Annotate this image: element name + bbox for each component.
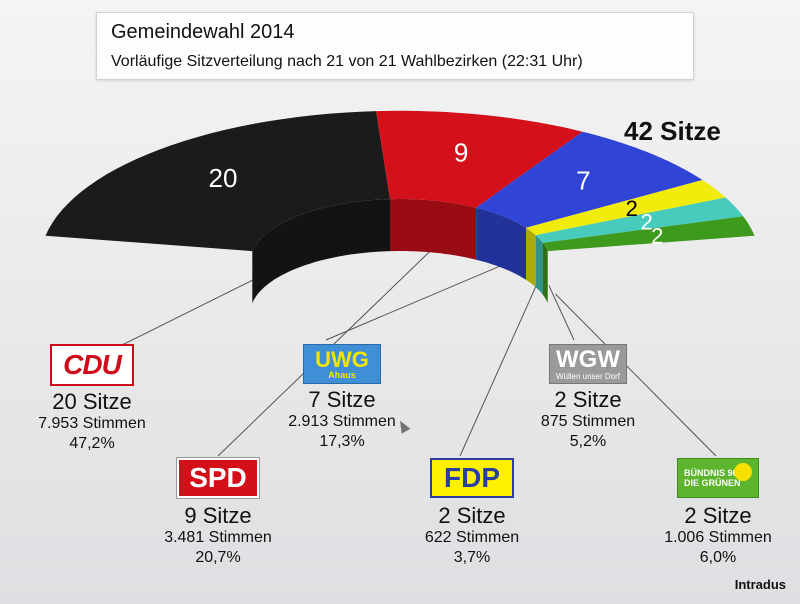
cdu-seats: 20 Sitze — [52, 389, 132, 414]
cdu-percent: 47,2% — [69, 435, 115, 452]
connector-uwg — [325, 261, 511, 341]
fdp-votes: 622 Stimmen — [424, 529, 520, 546]
arc-side-cdu — [252, 199, 390, 304]
arc-side-uwg — [476, 207, 526, 280]
wgw-logo: WGW Wüllen unser Dorf — [549, 344, 627, 384]
chart-title: Gemeindewahl 2014 — [111, 21, 295, 43]
arc-segment-cdu — [45, 111, 390, 252]
connector-gruene — [555, 293, 717, 457]
arc-label-spd: 9 — [454, 138, 468, 168]
arc-side-fdp — [526, 227, 536, 288]
wgw-percent: 5,2% — [569, 433, 607, 450]
connector-wgw — [548, 285, 575, 341]
arc-label-fdp: 2 — [626, 196, 638, 221]
arc-label-uwg: 7 — [576, 166, 590, 196]
uwg-logo-text: UWG — [315, 346, 369, 372]
wgw-seats: 2 Sitze — [554, 387, 622, 412]
arc-segment-gruene — [543, 216, 755, 252]
uwg-logo-sub: Ahaus — [328, 369, 356, 380]
gruene-votes: 1.006 Stimmen — [664, 529, 772, 546]
party-uwg: UWG Ahaus 7 Sitze 2.913 Stimmen 17,3% — [262, 344, 422, 452]
spd-percent: 20,7% — [195, 549, 241, 566]
connector-lines — [119, 244, 717, 457]
arc-segment-wgw — [535, 197, 744, 243]
connector-fdp — [459, 277, 541, 457]
title-box: Gemeindewahl 2014 Vorläufige Sitzverteil… — [96, 12, 694, 80]
arc-label-wgw: 2 — [641, 209, 653, 234]
cdu-logo: CDU — [50, 344, 134, 386]
total-seats-label: 42 Sitze — [624, 116, 721, 146]
party-wgw: WGW Wüllen unser Dorf 2 Sitze 875 Stimme… — [508, 344, 668, 452]
arc-side-faces — [252, 199, 548, 304]
sunflower-icon — [734, 463, 752, 481]
arc-labels: 20 9 7 222 — [209, 138, 664, 249]
spd-logo: SPD — [176, 457, 260, 499]
watermark: Intradus — [734, 577, 786, 592]
party-gruene: BÜNDNIS 90 DIE GRÜNEN 2 Sitze 1.006 Stim… — [638, 458, 798, 568]
fdp-seats: 2 Sitze — [438, 503, 506, 528]
arc-segment-uwg — [476, 131, 703, 228]
party-spd: SPD 9 Sitze 3.481 Stimmen 20,7% — [138, 457, 298, 568]
gruene-logo-line1: BÜNDNIS 90 — [684, 468, 738, 478]
gruene-logo-line2: DIE GRÜNEN — [684, 478, 741, 488]
wgw-logo-text: WGW — [556, 345, 620, 373]
fdp-percent: 3,7% — [453, 549, 491, 566]
uwg-seats: 7 Sitze — [308, 387, 376, 412]
wgw-logo-sub: Wüllen unser Dorf — [555, 371, 621, 381]
fdp-logo: FDP — [430, 458, 514, 498]
gruene-seats: 2 Sitze — [684, 503, 752, 528]
party-fdp: FDP 2 Sitze 622 Stimmen 3,7% — [392, 458, 552, 568]
uwg-percent: 17,3% — [319, 433, 365, 450]
uwg-logo: UWG Ahaus — [303, 344, 381, 384]
arc-side-wgw — [535, 235, 543, 295]
arc-segment-fdp — [526, 180, 726, 236]
uwg-votes: 2.913 Stimmen — [288, 413, 396, 430]
gruene-logo: BÜNDNIS 90 DIE GRÜNEN — [677, 458, 759, 498]
spd-seats: 9 Sitze — [184, 503, 252, 528]
party-cdu: CDU 20 Sitze 7.953 Stimmen 47,2% — [12, 344, 172, 454]
arc-label-cdu: 20 — [209, 163, 238, 193]
wgw-votes: 875 Stimmen — [540, 413, 636, 430]
arc-segment-spd — [376, 110, 583, 208]
spd-votes: 3.481 Stimmen — [164, 529, 272, 546]
cdu-votes: 7.953 Stimmen — [38, 415, 146, 432]
arc-top-faces — [45, 110, 755, 252]
arc-side-spd — [390, 199, 477, 260]
gruene-percent: 6,0% — [699, 549, 737, 566]
arc-side-gruene — [543, 242, 548, 304]
arc-label-gruene: 2 — [651, 223, 663, 248]
chart-subtitle: Vorläufige Sitzverteilung nach 21 von 21… — [111, 53, 583, 70]
